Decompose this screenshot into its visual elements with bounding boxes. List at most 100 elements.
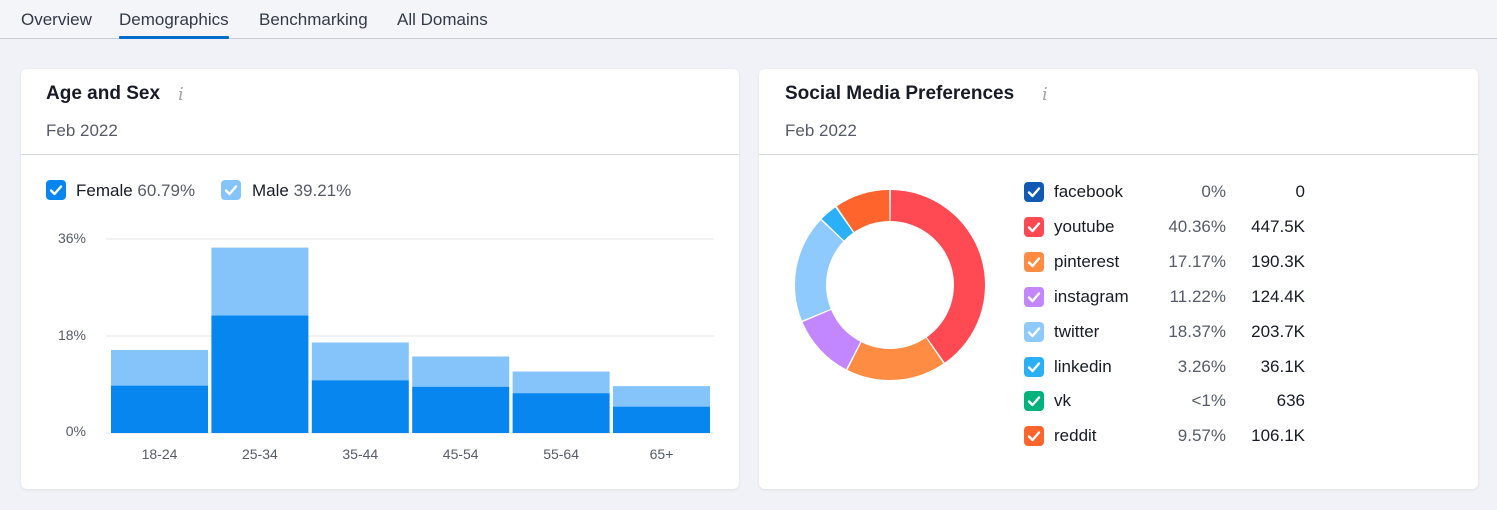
social-value: 190.3K (1251, 251, 1305, 271)
tab-bar: Overview Demographics Benchmarking All D… (0, 0, 1497, 39)
instagram-checkbox[interactable] (1024, 286, 1044, 307)
social-pct: 9.57% (1177, 426, 1226, 446)
social-pct: 11.22% (1169, 286, 1226, 306)
linkedin-checkbox[interactable] (1024, 356, 1044, 377)
donut-slice-reddit[interactable] (836, 190, 890, 232)
check-icon (49, 185, 63, 196)
social-row-reddit: reddit 9.57% 106.1K (1024, 426, 1314, 450)
social-donut-chart (795, 190, 985, 380)
male-legend-label[interactable]: Male 39.21% (252, 181, 351, 201)
social-row-vk: vk <1% 636 (1024, 391, 1314, 415)
social-pct: <1% (1191, 391, 1227, 411)
info-icon[interactable]: i (1042, 84, 1048, 105)
bar-female-18-24[interactable] (111, 385, 208, 433)
social-value: 106.1K (1251, 426, 1305, 446)
check-icon (1027, 187, 1041, 198)
check-icon (1027, 361, 1041, 372)
social-row-pinterest: pinterest 17.17% 190.3K (1024, 251, 1314, 276)
bar-male-25-34[interactable] (211, 247, 309, 316)
social-value: 0 (1295, 182, 1305, 201)
twitter-checkbox[interactable] (1024, 321, 1044, 342)
social-row-linkedin: linkedin 3.26% 36.1K (1024, 356, 1314, 381)
female-pct: 60.79% (137, 181, 196, 200)
social-pct: 18.37% (1168, 321, 1226, 341)
vk-checkbox[interactable] (1024, 391, 1044, 412)
social-row-twitter: twitter 18.37% 203.7K (1024, 321, 1314, 346)
social-name: vk (1054, 391, 1071, 411)
check-icon (1027, 326, 1041, 337)
check-icon (1027, 431, 1041, 442)
check-icon (224, 185, 238, 196)
bar-female-25-34[interactable] (211, 315, 309, 433)
check-icon (1027, 291, 1041, 302)
donut-slice-instagram[interactable] (802, 310, 861, 370)
social-row-facebook: facebook 0% 0 (1024, 182, 1314, 206)
bar-male-65+[interactable] (613, 386, 710, 407)
age-sex-bar-chart (106, 238, 714, 434)
male-checkbox[interactable] (221, 180, 241, 200)
social-name: linkedin (1054, 356, 1112, 376)
social-title: Social Media Preferences (785, 83, 1015, 104)
facebook-checkbox[interactable] (1024, 182, 1044, 202)
tab-overview[interactable]: Overview (21, 10, 92, 29)
female-legend-label[interactable]: Female 60.79% (76, 181, 195, 201)
social-pct: 3.26% (1177, 356, 1226, 376)
social-pct: 17.17% (1168, 251, 1226, 271)
x-tick-label: 45-54 (442, 446, 479, 462)
social-value: 36.1K (1260, 356, 1305, 376)
reddit-checkbox[interactable] (1024, 426, 1044, 447)
x-tick-label: 18-24 (141, 446, 178, 462)
check-icon (1027, 396, 1041, 407)
donut-slice-linkedin[interactable] (821, 207, 854, 241)
male-label: Male (252, 181, 289, 200)
y-tick-18: 18% (57, 327, 86, 343)
card-divider (759, 154, 1478, 155)
male-pct: 39.21% (293, 181, 352, 200)
check-icon (1027, 222, 1041, 233)
social-media-card (759, 69, 1478, 489)
donut-slice-youtube[interactable] (890, 190, 985, 363)
bar-male-45-54[interactable] (412, 356, 510, 387)
donut-slice-twitter[interactable] (795, 220, 844, 321)
female-checkbox[interactable] (46, 180, 66, 200)
x-tick-label: 55-64 (543, 446, 579, 462)
social-pct: 40.36% (1168, 216, 1226, 236)
social-name: youtube (1054, 216, 1115, 236)
info-icon[interactable]: i (178, 84, 184, 105)
check-icon (1027, 257, 1041, 267)
bar-male-18-24[interactable] (111, 350, 208, 386)
bar-female-45-54[interactable] (412, 386, 510, 433)
tab-all-domains[interactable]: All Domains (397, 10, 488, 29)
social-value: 124.4K (1251, 286, 1305, 306)
tab-demographics[interactable]: Demographics (119, 0, 229, 39)
donut-slice-pinterest[interactable] (847, 337, 944, 380)
social-row-youtube: youtube 40.36% 447.5K (1024, 216, 1314, 241)
donut-slice-vk[interactable] (836, 206, 855, 233)
bar-female-55-64[interactable] (512, 393, 610, 433)
youtube-checkbox[interactable] (1024, 216, 1044, 237)
bar-female-65+[interactable] (613, 406, 710, 433)
pinterest-checkbox[interactable] (1024, 251, 1044, 272)
age-sex-title: Age and Sex (46, 83, 161, 104)
female-label: Female (76, 181, 133, 200)
y-tick-36: 36% (57, 230, 86, 246)
bar-male-35-44[interactable] (311, 342, 409, 381)
age-sex-date: Feb 2022 (46, 121, 118, 140)
social-value: 447.5K (1251, 216, 1305, 236)
social-name: pinterest (1054, 251, 1120, 271)
x-tick-label: 25-34 (241, 446, 278, 462)
social-value: 636 (1276, 391, 1305, 411)
x-tick-label: 65+ (649, 446, 674, 462)
y-tick-0: 0% (65, 423, 86, 439)
social-pct: 0% (1201, 182, 1226, 201)
card-divider (21, 154, 739, 155)
social-date: Feb 2022 (785, 121, 857, 140)
bar-female-35-44[interactable] (311, 380, 409, 433)
x-tick-label: 35-44 (342, 446, 379, 462)
tab-benchmarking[interactable]: Benchmarking (259, 10, 368, 29)
social-name: instagram (1054, 286, 1129, 306)
social-name: reddit (1054, 426, 1097, 446)
bar-male-55-64[interactable] (512, 371, 610, 394)
social-row-instagram: instagram 11.22% 124.4K (1024, 286, 1314, 311)
social-name: twitter (1054, 321, 1100, 341)
